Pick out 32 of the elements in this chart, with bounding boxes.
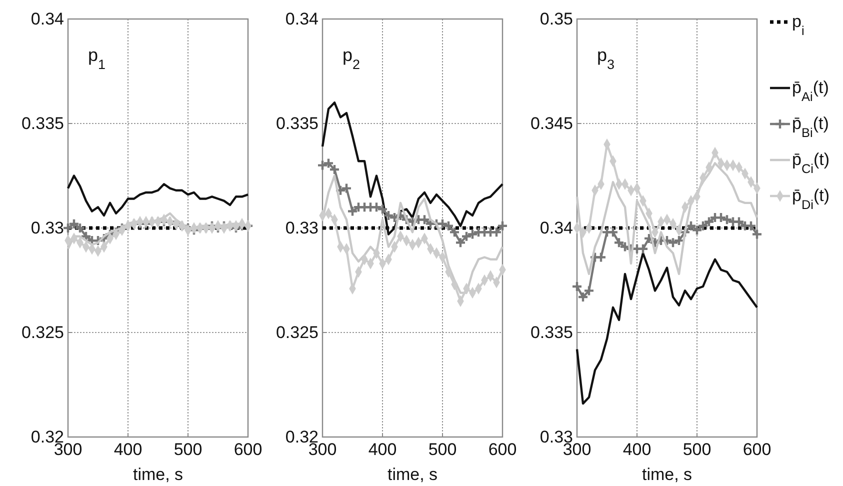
y-tick-label: 0.335 [21,114,64,133]
y-tick-label: 0.33 [285,218,318,238]
legend-label: p$_{i}$ [792,12,804,38]
y-tick-label: 0.335 [276,114,318,133]
y-tick-label: 0.325 [276,322,318,342]
y-tick-label: 0.345 [530,114,573,133]
x-tick-label: 400 [368,440,397,460]
y-axis-title: p$_{3}$ [597,45,615,72]
y-tick-label: 0.34 [540,218,573,238]
legend-label: p̄$_{Bi}$(t) [792,114,829,140]
y-tick-label: 0.325 [21,322,64,342]
y-tick-label: 0.34 [30,9,64,28]
legend-label: p̄$_{Ai}$(t) [792,78,829,104]
x-tick-label: 500 [682,440,712,460]
x-tick-label: 400 [622,440,652,460]
x-axis-title: time, s [132,465,184,484]
y-axis-title: p$_{2}$ [342,45,360,72]
x-tick-label: 600 [488,440,517,460]
legend-label: p̄$_{Di}$(t) [792,186,830,212]
x-tick-label: 600 [742,440,772,460]
y-axis-title: p$_{1}$ [88,45,106,72]
x-tick-label: 500 [174,440,202,460]
x-axis-title: time, s [387,465,438,484]
y-tick-label: 0.35 [540,9,573,28]
x-tick-label: 600 [234,440,262,460]
y-tick-label: 0.33 [30,218,64,238]
x-tick-label: 500 [428,440,457,460]
legend-label: p̄$_{Ci}$(t) [792,150,830,176]
x-tick-label: 400 [114,440,142,460]
y-tick-label: 0.335 [530,322,573,342]
x-axis-title: time, s [642,465,692,484]
y-tick-label: 0.34 [285,9,318,28]
